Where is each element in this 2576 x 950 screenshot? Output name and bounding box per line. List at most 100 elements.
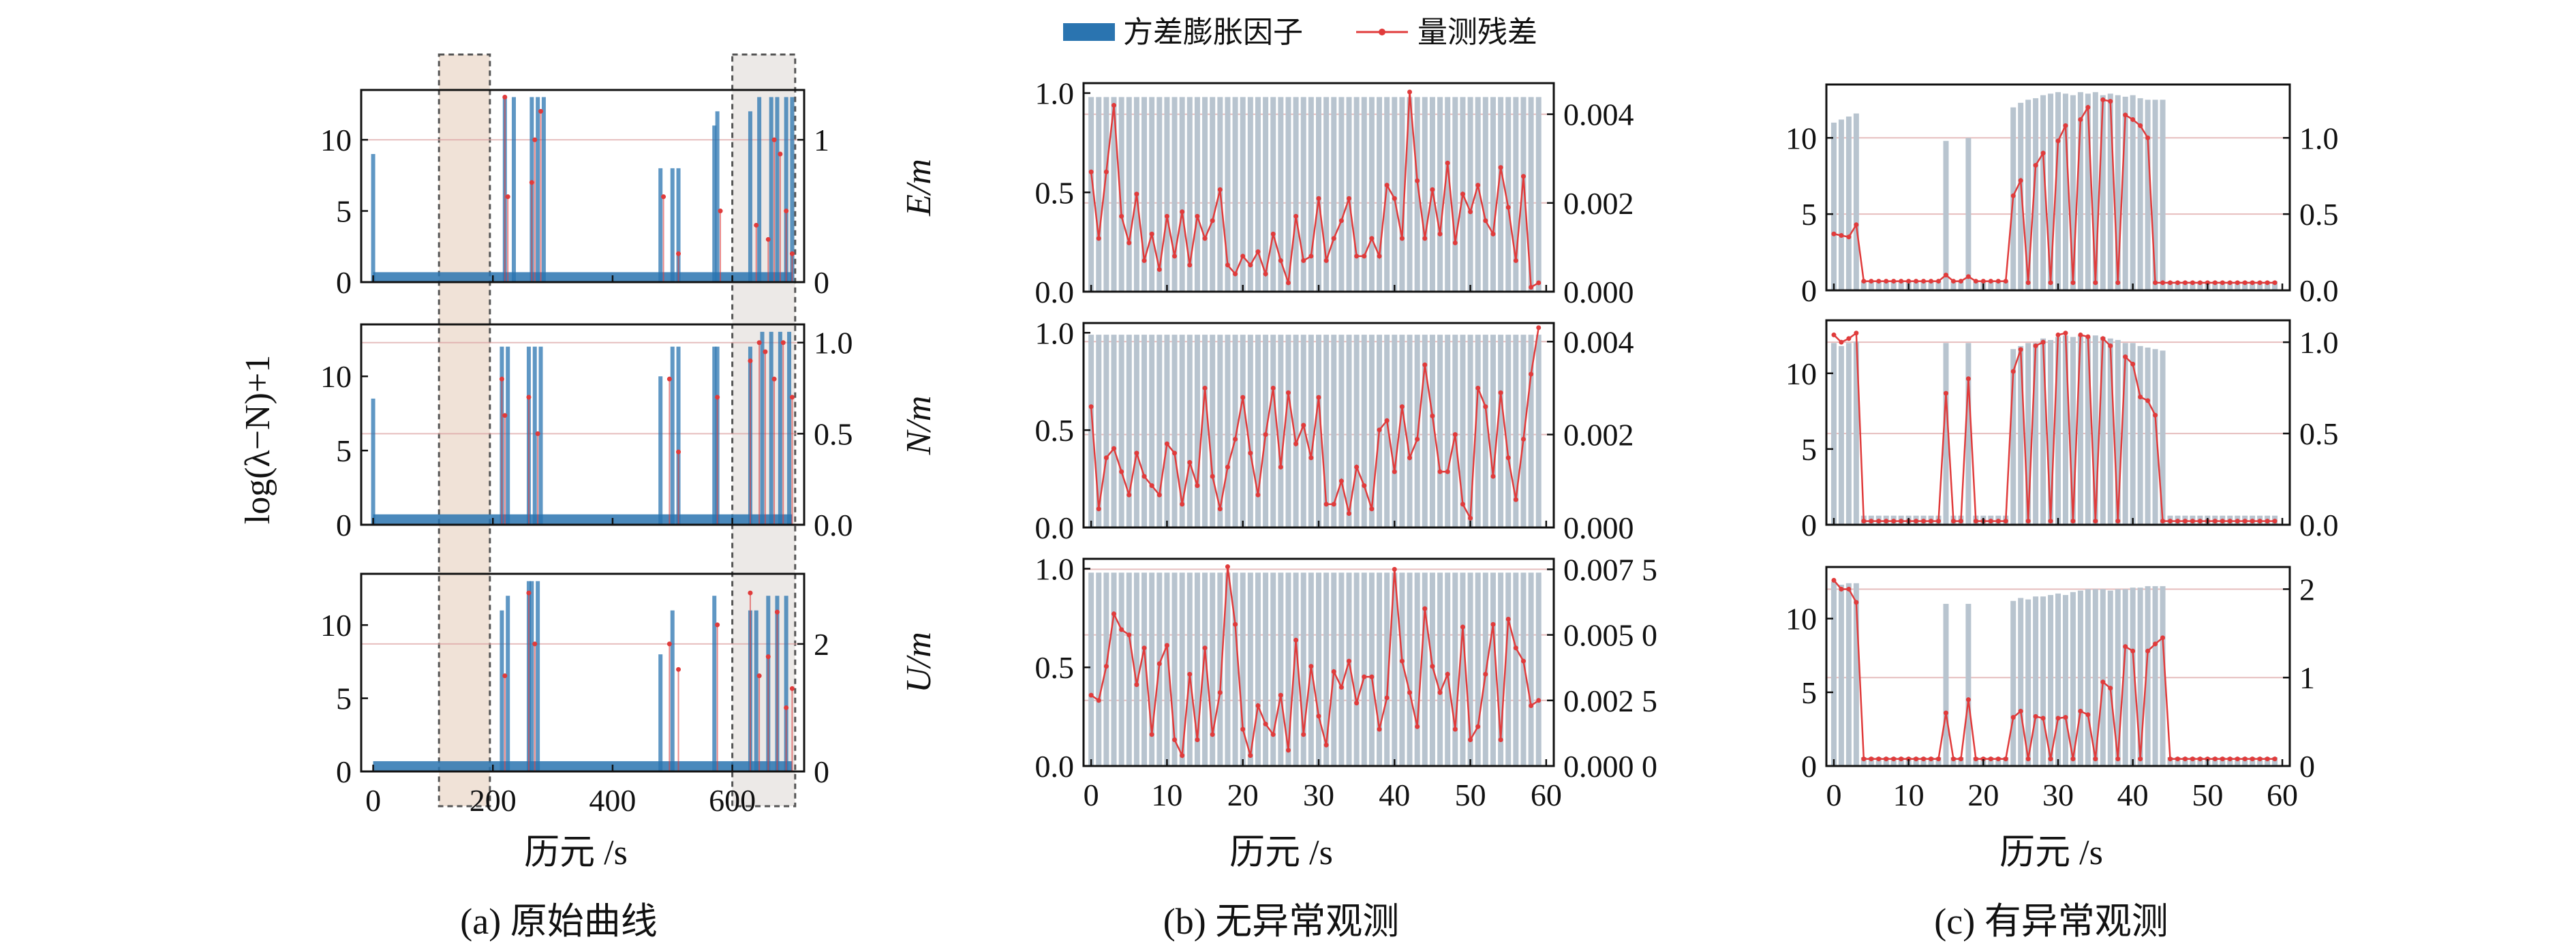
- vif-bar: [371, 398, 375, 525]
- vif-bar: [1293, 97, 1299, 292]
- vif-bar: [1331, 97, 1337, 292]
- residual-point: [2048, 756, 2053, 762]
- vif-bar: [1498, 572, 1504, 766]
- residual-point: [1187, 671, 1193, 677]
- y2-tick-label: 0.002: [1563, 418, 1634, 453]
- residual-point: [2190, 280, 2195, 286]
- y2-tick-label: 2: [814, 627, 829, 662]
- vif-bar: [1407, 97, 1413, 292]
- residual-point: [1217, 506, 1223, 512]
- vif-bar: [2257, 281, 2263, 290]
- residual-point: [1936, 279, 1942, 284]
- vif-bar: [1194, 572, 1200, 766]
- vif-bar: [1898, 757, 1904, 766]
- residual-point: [2070, 756, 2076, 762]
- vif-bar: [1490, 335, 1496, 527]
- vif-bar: [1928, 757, 1934, 766]
- y-tick-label: 0.0: [1035, 510, 1075, 545]
- vif-bar: [1838, 584, 1844, 766]
- residual-point: [2048, 519, 2053, 524]
- residual-line: [1090, 327, 1539, 521]
- vif-bar: [1240, 335, 1246, 527]
- vif-bar: [784, 596, 788, 771]
- residual-point: [1854, 222, 1859, 228]
- residual-point: [1384, 695, 1390, 701]
- residual-point: [1316, 714, 1321, 719]
- vif-bar: [506, 596, 510, 771]
- vif-bar: [1399, 97, 1405, 292]
- residual-point: [1529, 703, 1534, 708]
- vif-bar: [1096, 572, 1102, 766]
- residual-point: [1914, 279, 1919, 284]
- residual-point: [1331, 502, 1336, 507]
- vif-bar: [1096, 335, 1102, 527]
- vif-bar: [1830, 122, 1837, 290]
- residual-point: [2138, 395, 2143, 399]
- residual-point: [1255, 249, 1261, 254]
- vif-bar: [1830, 581, 1837, 766]
- residual-point: [1899, 519, 1904, 524]
- residual-point: [2100, 336, 2106, 341]
- vif-bar: [1467, 97, 1473, 292]
- residual-point: [1921, 756, 1927, 762]
- vif-bar: [1973, 757, 1979, 766]
- y-tick-label: 0.0: [1035, 275, 1075, 309]
- vif-baseline: [373, 761, 793, 771]
- vif-bar: [2115, 339, 2121, 525]
- residual-point: [1399, 658, 1405, 664]
- residual-point: [1445, 671, 1450, 677]
- residual-point: [2250, 519, 2255, 524]
- vif-bar: [2167, 757, 2173, 766]
- residual-point: [1392, 566, 1397, 572]
- vif-bar: [790, 97, 795, 282]
- residual-point: [2190, 519, 2195, 524]
- residual-point: [2055, 332, 2061, 337]
- residual-point: [2123, 354, 2128, 360]
- residual-point: [2078, 709, 2083, 714]
- vif-bar: [1331, 335, 1337, 527]
- residual-point: [1103, 664, 1109, 669]
- residual-point: [1995, 756, 2001, 762]
- residual-point: [1088, 692, 1094, 698]
- residual-point: [1377, 427, 1382, 433]
- residual-point: [1936, 756, 1942, 762]
- vif-bar: [1898, 281, 1904, 290]
- residual-point: [1498, 165, 1503, 170]
- residual-point: [1347, 196, 1352, 201]
- vif-bar: [2212, 757, 2218, 766]
- vif-bar: [2250, 281, 2256, 290]
- vif-bar: [2130, 95, 2136, 291]
- residual-point: [1119, 627, 1124, 632]
- vif-bar: [1149, 335, 1155, 527]
- vif-bar: [2025, 599, 2031, 766]
- vif-bar: [2182, 281, 2188, 290]
- vif-bar: [2160, 350, 2166, 525]
- y-tick-label: 0.5: [1035, 175, 1075, 210]
- residual-point: [1995, 519, 2001, 524]
- residual-point: [1195, 213, 1200, 219]
- residual-point: [1973, 519, 1978, 524]
- vif-bar: [1414, 97, 1420, 292]
- vif-bar: [2025, 343, 2031, 525]
- vif-bar: [1384, 335, 1390, 527]
- residual-point: [1202, 645, 1208, 651]
- residual-point: [1323, 502, 1329, 507]
- residual-point: [1884, 756, 1889, 762]
- residual-point: [1134, 450, 1139, 456]
- residual-point: [2025, 756, 2031, 762]
- residual-line: [1833, 579, 2275, 760]
- residual-point: [1965, 376, 1971, 382]
- vif-bar: [2122, 589, 2128, 766]
- residual-point: [2003, 756, 2008, 762]
- residual-point: [2108, 99, 2113, 104]
- vif-bar: [2003, 281, 2009, 290]
- vif-bar: [1308, 335, 1314, 527]
- residual-point: [1354, 464, 1360, 470]
- residual-point: [1369, 236, 1375, 241]
- vif-bar: [1118, 335, 1124, 527]
- vif-bar: [1407, 572, 1413, 766]
- legend-vif-label: 方差膨胀因子: [1123, 15, 1303, 50]
- vif-bar: [2190, 281, 2196, 290]
- vif-bar: [1958, 281, 1964, 290]
